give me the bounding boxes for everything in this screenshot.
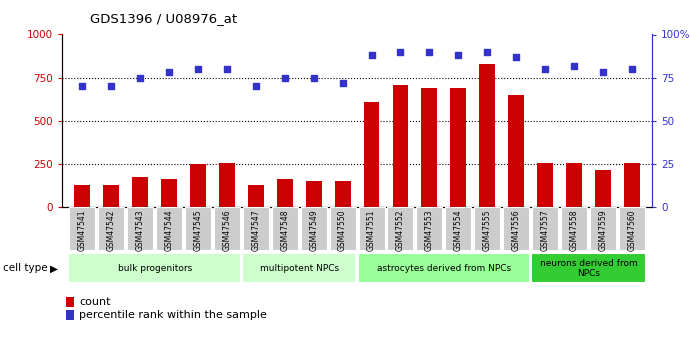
Text: GSM47543: GSM47543 (136, 209, 145, 251)
Bar (393, 85, 408, 207)
Text: GSM47551: GSM47551 (367, 209, 376, 251)
Bar (219, 163, 235, 207)
FancyBboxPatch shape (68, 254, 241, 283)
Text: GSM47560: GSM47560 (627, 209, 636, 251)
Text: ▶: ▶ (50, 264, 59, 273)
Bar (364, 102, 380, 207)
Point (337, 80, 348, 86)
Text: GSM47545: GSM47545 (193, 209, 203, 251)
Point (627, 66, 638, 72)
FancyBboxPatch shape (301, 207, 326, 250)
Bar (480, 64, 495, 207)
Bar (537, 163, 553, 207)
Point (482, 49, 493, 55)
Bar (161, 179, 177, 207)
Text: GSM47547: GSM47547 (251, 209, 260, 251)
FancyBboxPatch shape (561, 207, 587, 250)
Text: GSM47556: GSM47556 (511, 209, 521, 251)
Text: GSM47558: GSM47558 (569, 209, 578, 251)
Text: GSM47554: GSM47554 (454, 209, 463, 251)
Point (279, 75, 290, 80)
FancyBboxPatch shape (590, 207, 616, 250)
FancyBboxPatch shape (445, 207, 471, 250)
Text: GSM47553: GSM47553 (425, 209, 434, 251)
FancyBboxPatch shape (532, 207, 558, 250)
Bar (624, 163, 640, 207)
Bar (566, 163, 582, 207)
Bar (306, 181, 322, 207)
FancyBboxPatch shape (531, 254, 646, 283)
Text: percentile rank within the sample: percentile rank within the sample (79, 310, 267, 320)
Text: cell type: cell type (3, 264, 48, 273)
FancyBboxPatch shape (330, 207, 355, 250)
Point (395, 49, 406, 55)
Text: GSM47550: GSM47550 (338, 209, 347, 251)
FancyBboxPatch shape (503, 207, 529, 250)
Point (77, 83, 88, 89)
Text: GSM47548: GSM47548 (280, 209, 289, 251)
Text: GSM47557: GSM47557 (540, 209, 549, 251)
Point (164, 70, 175, 75)
FancyBboxPatch shape (416, 207, 442, 250)
Bar (451, 88, 466, 207)
Point (424, 49, 435, 55)
FancyBboxPatch shape (357, 254, 530, 283)
FancyBboxPatch shape (242, 254, 357, 283)
FancyBboxPatch shape (98, 207, 124, 250)
Bar (104, 185, 119, 207)
FancyBboxPatch shape (127, 207, 153, 250)
Text: GSM47541: GSM47541 (78, 209, 87, 251)
Bar (508, 95, 524, 207)
Bar (335, 181, 351, 207)
Bar (595, 170, 611, 207)
Point (540, 66, 551, 72)
FancyBboxPatch shape (214, 207, 240, 250)
Point (106, 83, 117, 89)
Text: GSM47542: GSM47542 (107, 209, 116, 251)
Point (598, 70, 609, 75)
FancyBboxPatch shape (243, 207, 269, 250)
Point (511, 54, 522, 60)
Point (308, 75, 319, 80)
FancyBboxPatch shape (69, 207, 95, 250)
Text: GDS1396 / U08976_at: GDS1396 / U08976_at (90, 12, 237, 25)
FancyBboxPatch shape (359, 207, 384, 250)
Point (569, 63, 580, 68)
Point (135, 75, 146, 80)
FancyBboxPatch shape (388, 207, 413, 250)
Text: count: count (79, 297, 111, 307)
FancyBboxPatch shape (272, 207, 298, 250)
Point (250, 83, 262, 89)
Bar (248, 185, 264, 207)
Text: bulk progenitors: bulk progenitors (117, 264, 192, 273)
Point (366, 52, 377, 58)
Bar (75, 185, 90, 207)
Text: multipotent NPCs: multipotent NPCs (259, 264, 339, 273)
Bar (277, 179, 293, 207)
Text: GSM47559: GSM47559 (598, 209, 607, 251)
Text: neurons derived from
NPCs: neurons derived from NPCs (540, 258, 638, 278)
Bar (422, 88, 437, 207)
Text: GSM47552: GSM47552 (396, 209, 405, 251)
Text: GSM47546: GSM47546 (222, 209, 231, 251)
Bar (132, 177, 148, 207)
Bar (190, 164, 206, 207)
FancyBboxPatch shape (619, 207, 645, 250)
Point (193, 66, 204, 72)
Point (453, 52, 464, 58)
FancyBboxPatch shape (156, 207, 182, 250)
Text: GSM47544: GSM47544 (165, 209, 174, 251)
Point (221, 66, 233, 72)
Text: GSM47555: GSM47555 (483, 209, 492, 251)
Text: astrocytes derived from NPCs: astrocytes derived from NPCs (377, 264, 511, 273)
FancyBboxPatch shape (474, 207, 500, 250)
Text: GSM47549: GSM47549 (309, 209, 318, 251)
FancyBboxPatch shape (185, 207, 211, 250)
